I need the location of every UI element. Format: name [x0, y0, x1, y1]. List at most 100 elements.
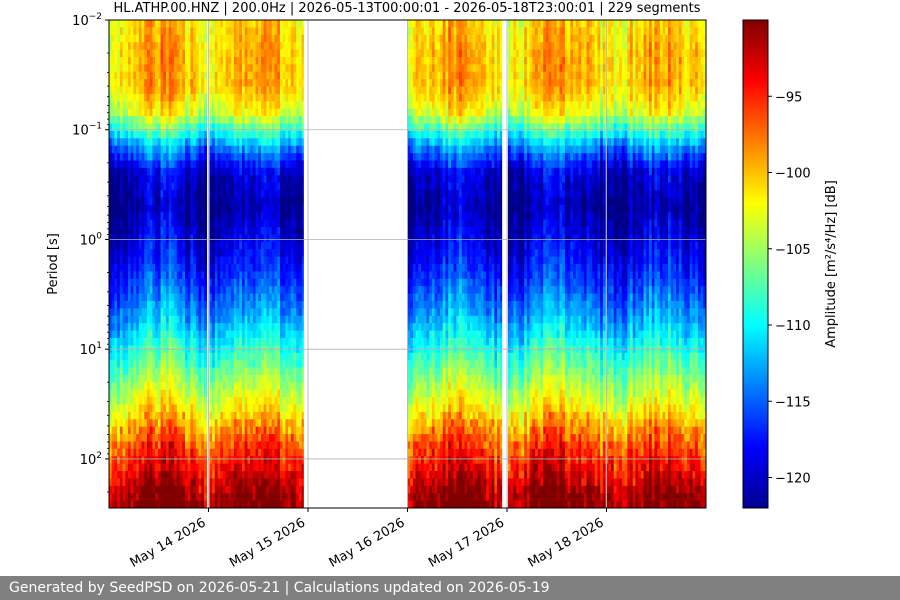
heatmap-cell — [111, 456, 116, 465]
heatmap-cell — [152, 212, 156, 221]
heatmap-cell — [198, 271, 202, 280]
heatmap-cell — [174, 456, 178, 465]
heatmap-cell — [195, 264, 200, 272]
heatmap-cell — [201, 300, 205, 309]
heatmap-cell — [141, 249, 145, 258]
heatmap-cell — [109, 71, 113, 80]
heatmap-cell — [217, 493, 221, 502]
heatmap-cell — [168, 500, 173, 508]
heatmap-cell — [241, 374, 246, 383]
heatmap-cell — [239, 360, 243, 369]
heatmap-cell — [119, 241, 124, 250]
heatmap-cell — [198, 434, 202, 443]
heatmap-cell — [133, 116, 137, 125]
heatmap-cell — [217, 426, 221, 435]
heatmap-cell — [149, 426, 154, 435]
heatmap-cell — [225, 182, 229, 191]
heatmap-cell — [236, 79, 240, 88]
heatmap-cell — [241, 411, 246, 420]
heatmap-cell — [214, 138, 219, 147]
heatmap-cell — [152, 271, 156, 280]
heatmap-cell — [198, 463, 202, 472]
heatmap-cell — [111, 397, 116, 406]
heatmap-cell — [160, 471, 164, 480]
heatmap-cell — [133, 182, 137, 191]
heatmap-cell — [203, 419, 208, 428]
heatmap-cell — [236, 448, 240, 457]
heatmap-cell — [244, 264, 248, 272]
heatmap-cell — [225, 234, 229, 243]
heatmap-cell — [141, 49, 145, 58]
heatmap-cell — [193, 256, 197, 265]
heatmap-cell — [130, 264, 135, 272]
heatmap-cell — [195, 330, 200, 339]
heatmap-cell — [114, 315, 118, 324]
heatmap-cell — [141, 419, 145, 428]
heatmap-cell — [138, 167, 143, 176]
heatmap-cell — [133, 337, 137, 346]
heatmap-cell — [165, 212, 170, 221]
heatmap-cell — [144, 500, 148, 508]
heatmap-cell — [217, 153, 221, 162]
heatmap-cell — [187, 116, 192, 125]
heatmap-cell — [195, 456, 200, 465]
heatmap-cell — [144, 463, 148, 472]
heatmap-cell — [111, 478, 116, 487]
heatmap-cell — [184, 500, 189, 508]
heatmap-cell — [190, 241, 194, 250]
heatmap-cell — [239, 204, 243, 213]
heatmap-cell — [136, 419, 140, 428]
heatmap-cell — [209, 153, 213, 162]
heatmap-cell — [160, 352, 164, 361]
heatmap-cell — [111, 145, 116, 154]
heatmap-cell — [160, 300, 164, 309]
heatmap-cell — [149, 478, 154, 487]
heatmap-cell — [174, 426, 178, 435]
heatmap-cell — [184, 145, 189, 154]
heatmap-cell — [236, 234, 240, 243]
heatmap-cell — [165, 175, 170, 184]
heatmap-cell — [109, 197, 113, 206]
heatmap-cell — [214, 397, 219, 406]
heatmap-cell — [190, 411, 194, 420]
heatmap-cell — [146, 34, 151, 43]
heatmap-cell — [187, 138, 192, 147]
heatmap-cell — [193, 249, 197, 258]
heatmap-cell — [152, 337, 156, 346]
heatmap-cell — [195, 249, 200, 258]
heatmap-cell — [233, 500, 238, 508]
heatmap-cell — [217, 330, 221, 339]
heatmap-cell — [130, 20, 135, 28]
heatmap-cell — [182, 49, 186, 58]
heatmap-cell — [195, 278, 200, 287]
heatmap-cell — [187, 190, 192, 199]
heatmap-cell — [138, 219, 143, 228]
heatmap-cell — [176, 42, 181, 51]
heatmap-cell — [149, 138, 154, 147]
heatmap-cell — [117, 234, 121, 243]
heatmap-cell — [201, 34, 205, 43]
heatmap-cell — [109, 190, 113, 199]
heatmap-cell — [247, 197, 251, 206]
heatmap-cell — [152, 167, 156, 176]
heatmap-cell — [217, 471, 221, 480]
heatmap-cell — [114, 441, 118, 450]
heatmap-cell — [128, 426, 132, 435]
heatmap-cell — [138, 86, 143, 95]
heatmap-cell — [203, 241, 208, 250]
heatmap-cell — [241, 315, 246, 324]
heatmap-cell — [174, 27, 178, 36]
heatmap-cell — [209, 256, 213, 265]
heatmap-cell — [203, 71, 208, 80]
heatmap-cell — [111, 175, 116, 184]
heatmap-cell — [247, 286, 251, 295]
heatmap-cell — [149, 190, 154, 199]
heatmap-cell — [109, 123, 113, 132]
heatmap-cell — [182, 20, 186, 28]
heatmap-cell — [128, 101, 132, 110]
heatmap-cell — [182, 197, 186, 206]
heatmap-cell — [163, 182, 167, 191]
heatmap-cell — [152, 330, 156, 339]
heatmap-cell — [247, 434, 251, 443]
heatmap-cell — [187, 323, 192, 332]
